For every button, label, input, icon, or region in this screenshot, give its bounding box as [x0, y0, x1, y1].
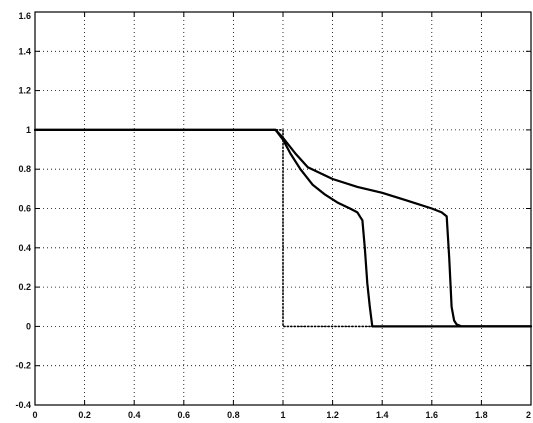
x-tick-label: 1.4 [376, 410, 389, 420]
x-tick-label: 1.8 [475, 410, 488, 420]
y-tick-label: 0 [26, 321, 31, 331]
x-tick-label: 0.2 [78, 410, 91, 420]
x-tick-label: 0.8 [227, 410, 240, 420]
x-tick-label: 0.4 [128, 410, 141, 420]
axis-ticks [34, 11, 532, 406]
y-tick-label: 0.2 [18, 282, 31, 292]
y-tick-label: 1.6 [18, 11, 31, 21]
series-line-2 [33, 128, 533, 328]
y-tick-label: 1 [26, 125, 31, 135]
x-tick-label: 1 [280, 410, 285, 420]
y-tick-label: -0.4 [15, 400, 31, 410]
x-tick-label: 2 [526, 410, 531, 420]
y-tick-label: -0.2 [15, 361, 31, 371]
y-tick-label: 1.2 [18, 86, 31, 96]
x-tick-label: 0 [32, 410, 37, 420]
y-tick-label: 0.8 [18, 164, 31, 174]
series-layer [33, 128, 533, 328]
tick-labels: 0 0.2 0.4 0.6 0.8 1 1.2 1.4 1.6 1.8 2 -0.4 -0.2 0 0.2 0… [15, 11, 531, 420]
y-tick-label: 1.4 [18, 46, 31, 56]
y-tick-label: 0.4 [18, 243, 31, 253]
series-line-1 [34, 129, 532, 328]
series-line-3 [33, 128, 533, 328]
x-tick-label: 1.2 [326, 410, 339, 420]
x-tick-label: 1.6 [426, 410, 439, 420]
y-tick-label: 0.6 [18, 204, 31, 214]
x-tick-label: 0.6 [178, 410, 191, 420]
